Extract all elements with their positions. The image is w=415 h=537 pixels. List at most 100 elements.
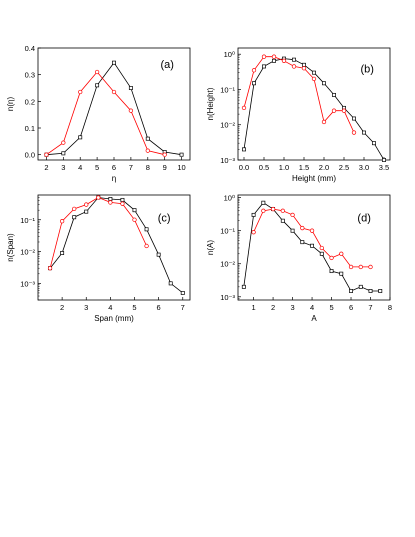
x-axis-label: Height (mm) — [292, 174, 336, 183]
y-tick-label: 10⁻¹ — [220, 227, 235, 236]
data-point-square — [339, 271, 344, 276]
y-axis-label: n(η) — [6, 97, 15, 112]
x-tick-label: 8 — [388, 303, 392, 312]
y-axis-label: n(Height) — [206, 87, 215, 120]
data-point-square — [329, 269, 334, 274]
data-point-circle — [94, 69, 100, 75]
y-tick-label: 10⁻³ — [20, 279, 35, 288]
data-point-circle — [280, 208, 285, 213]
data-point-circle — [311, 76, 317, 82]
data-point-square — [332, 92, 336, 97]
data-point-square — [272, 58, 276, 63]
x-tick-label: 7 — [129, 163, 133, 172]
data-point-square — [262, 64, 266, 69]
x-tick-label: 3 — [290, 303, 294, 312]
data-point-circle — [339, 251, 344, 256]
data-point-circle — [162, 152, 167, 157]
panel-d: 1 2 3 4 5 6 7 8 10⁰ 10⁻¹ 10⁻² 10⁻³ An(A) (d) — [206, 194, 392, 323]
y-tick-label: 0.2 — [25, 97, 35, 106]
panel-tag: (c) — [158, 212, 171, 224]
data-point-circle — [72, 206, 77, 212]
data-point-square — [168, 281, 173, 286]
data-point-square — [372, 141, 376, 146]
data-point-circle — [78, 89, 83, 95]
plot-frame — [237, 47, 391, 161]
data-point-circle — [300, 225, 305, 231]
data-point-square — [241, 284, 246, 289]
data-point-circle — [132, 217, 137, 222]
x-axis-label: A — [311, 314, 317, 323]
y-tick-label: 0.0 — [25, 151, 35, 160]
x-tick-label: 4 — [108, 303, 112, 312]
data-point-square — [95, 83, 100, 88]
data-point-square — [179, 152, 184, 157]
data-point-square — [144, 227, 149, 232]
x-tick-label: 6 — [349, 303, 353, 312]
data-point-square — [378, 289, 383, 293]
data-point-circle — [44, 152, 49, 157]
data-point-square — [310, 243, 315, 248]
data-point-square — [302, 62, 306, 67]
x-tick-label: 2.5 — [339, 163, 349, 172]
data-point-square — [349, 289, 353, 293]
data-point-square — [292, 57, 296, 62]
data-point-square — [108, 197, 113, 201]
data-point-circle — [59, 219, 65, 224]
x-tick-label: 5 — [95, 163, 99, 172]
data-point-square — [112, 60, 116, 65]
x-tick-label: 4 — [78, 163, 82, 172]
data-point-circle — [251, 68, 257, 73]
data-point-circle — [290, 212, 295, 218]
x-tick-label: 8 — [146, 163, 150, 172]
data-point-square — [322, 81, 326, 86]
y-tick-label: 10⁻³ — [220, 293, 235, 302]
data-point-circle — [96, 195, 101, 200]
x-tick-label: 5 — [132, 303, 136, 312]
plot-frame — [37, 194, 191, 301]
x-tick-label: 2.0 — [319, 163, 329, 172]
data-point-square — [156, 252, 161, 257]
data-point-circle — [341, 108, 347, 113]
data-point-circle — [128, 108, 134, 113]
data-point-circle — [281, 58, 287, 63]
y-tick-label: 10⁻² — [20, 248, 35, 257]
data-point-circle — [111, 89, 117, 95]
data-point-circle — [271, 54, 277, 59]
y-tick-label: 0.4 — [25, 44, 35, 53]
y-axis-label: n(A) — [206, 240, 215, 255]
data-point-square — [60, 251, 65, 255]
data-point-square — [72, 215, 77, 220]
x-tick-label: 3.5 — [379, 163, 389, 172]
panel-b: 0.0 0.5 1.0 1.5 2.0 2.5 3.0 3.5 10⁰ 10⁻¹ 10⁻² 10⁻³ H… — [206, 47, 391, 183]
data-point-square — [358, 284, 363, 289]
y-tick-label: 10⁻² — [220, 121, 235, 130]
y-tick-label: 10⁻² — [220, 260, 235, 269]
data-point-circle — [291, 64, 297, 69]
y-tick-label: 10⁻¹ — [20, 216, 35, 225]
data-point-square — [145, 136, 150, 141]
x-tick-label: 3 — [84, 303, 88, 312]
data-point-circle — [261, 54, 267, 59]
x-tick-label: 1.5 — [299, 163, 309, 172]
plot-frame — [237, 194, 391, 301]
x-tick-label: 9 — [163, 163, 167, 172]
data-point-circle — [84, 202, 89, 207]
x-tick-label: 2 — [44, 163, 48, 172]
x-tick-label: 2 — [60, 303, 64, 312]
y-axis-label: n(Span) — [6, 233, 15, 262]
x-tick-label: 7 — [368, 303, 372, 312]
data-point-circle — [351, 130, 357, 135]
x-axis-label: Span (mm) — [94, 314, 134, 323]
data-point-square — [128, 86, 133, 90]
data-point-circle — [47, 266, 53, 271]
x-tick-label: 10 — [177, 163, 185, 172]
data-point-square — [362, 130, 366, 135]
x-tick-label: 1 — [252, 303, 256, 312]
y-tick-label: 10⁰ — [224, 194, 235, 203]
data-point-square — [352, 116, 356, 121]
x-tick-label: 1.0 — [279, 163, 289, 172]
x-tick-label: 2 — [271, 303, 275, 312]
data-point-circle — [145, 148, 150, 153]
series-line-red — [243, 56, 355, 133]
